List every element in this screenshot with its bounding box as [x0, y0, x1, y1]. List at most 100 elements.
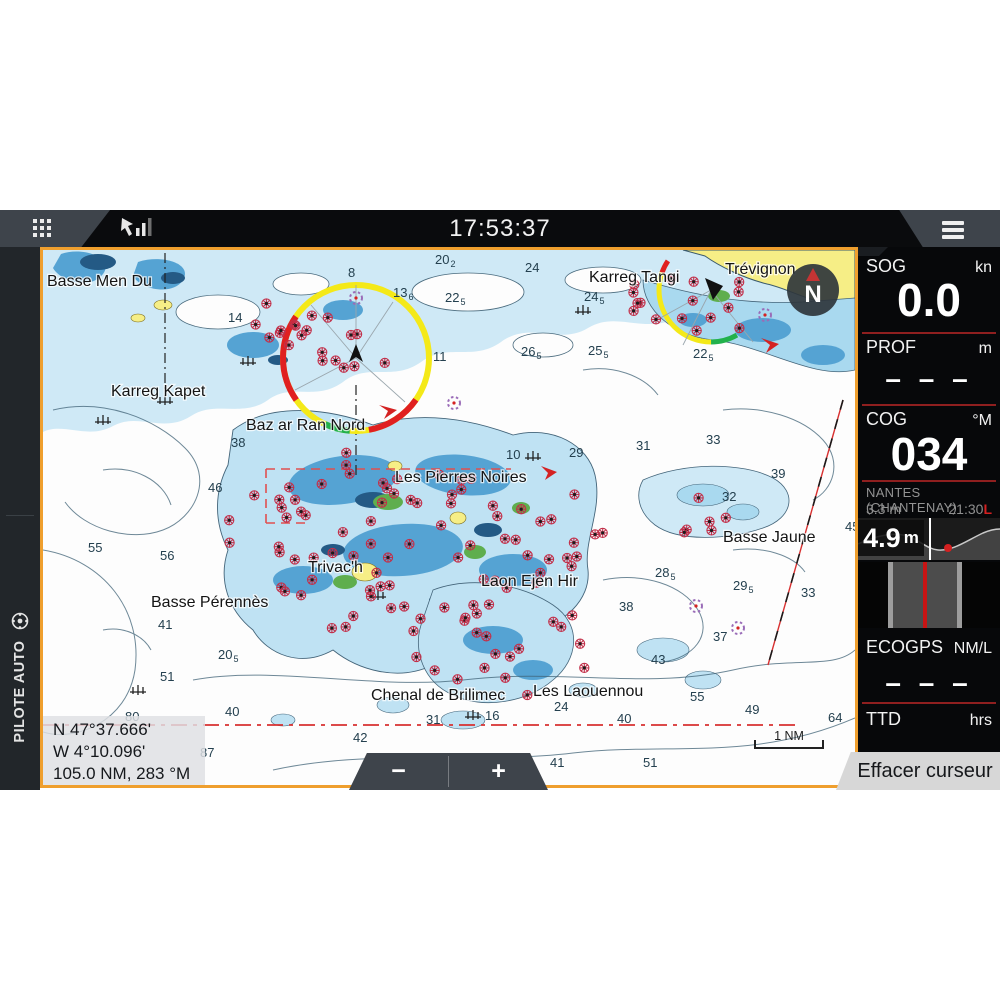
clear-cursor-button[interactable]: Effacer curseur — [836, 752, 1000, 790]
depth-sounding: 37 — [713, 629, 727, 644]
chart-place-labels: Basse Men Du Karreg Tangi Trévignon Karreg … — [46, 260, 817, 706]
eco-row: ECOGPS NM/L — [866, 637, 992, 658]
depth-sounding: 49 — [745, 702, 759, 717]
scale-bar: 1 NM — [754, 729, 824, 749]
zoom-control: − + — [349, 753, 548, 790]
depth-sounding: 29 — [569, 445, 583, 460]
ais-target-icons — [379, 338, 779, 480]
depth-sounding: 31 — [636, 438, 650, 453]
depth-sounding: 64 — [828, 710, 842, 725]
eco-unit: NM/L — [953, 640, 992, 657]
top-status-bar: 17:53:37 — [0, 210, 1000, 247]
place-label: Les Laouennou — [533, 683, 643, 700]
cog-row: COG °M — [866, 409, 992, 430]
tide-current-badge: 4.9 m — [858, 520, 924, 556]
depth-sounding: 38 — [619, 599, 633, 614]
vessel-icon — [349, 344, 363, 362]
place-label: Trivac'h — [308, 559, 363, 576]
tide-info-row: 3.3 m 21:30L — [866, 501, 992, 517]
depth-sounding: 51 — [160, 669, 174, 684]
place-label: Karreg Tangi — [589, 269, 679, 286]
place-label: Karreg Kapet — [111, 383, 206, 400]
zoom-out-button[interactable]: − — [391, 757, 406, 785]
tide-height: 3.3 m — [866, 501, 902, 517]
place-label: Trévignon — [725, 261, 796, 278]
svg-text:1 NM: 1 NM — [774, 729, 804, 743]
depth-unit: m — [978, 340, 992, 357]
depth-label: PROF — [866, 337, 917, 357]
depth-sounding: 55 — [88, 540, 102, 555]
north-indicator[interactable]: N — [787, 264, 839, 316]
tide-current-unit: m — [903, 528, 919, 547]
depth-sounding: 14 — [228, 310, 242, 325]
eco-value: – – – — [885, 667, 973, 698]
eco-gauge-needle — [923, 562, 927, 628]
depth-sounding: 32 — [722, 489, 736, 504]
cursor-lat: N 47°37.666' — [53, 720, 151, 739]
depth-sounding: 41 — [550, 755, 564, 770]
helm-icon — [11, 613, 29, 630]
instrument-panel[interactable]: SOG kn 0.0 PROF m – – – COG °M 034 NANTE… — [857, 247, 1000, 752]
depth-value: – – – — [885, 363, 973, 394]
autopilot-bar-divider — [6, 515, 34, 516]
cog-value: 034 — [890, 428, 968, 480]
cog-unit: °M — [972, 412, 992, 429]
depth-sounding: 40 — [617, 711, 631, 726]
depth-sounding: 42 — [353, 730, 367, 745]
depth-sounding: 46 — [208, 480, 222, 495]
tide-current-height: 4.9 — [863, 522, 901, 553]
autopilot-label: PILOTE AUTO — [12, 640, 28, 743]
place-label: Les Pierres Noires — [395, 469, 527, 486]
ttd-label: TTD — [866, 709, 901, 729]
depth-sounding: 55 — [690, 689, 704, 704]
tide-now-dot — [944, 544, 952, 552]
depth-sounding: 8 — [348, 265, 355, 280]
sog-row: SOG kn — [866, 256, 992, 277]
depth-sounding: 24 — [525, 260, 539, 275]
depth-row: PROF m — [866, 337, 992, 358]
depth-sounding: 41 — [158, 617, 172, 632]
apps-button[interactable] — [0, 210, 110, 247]
eco-gauge — [858, 562, 1000, 628]
place-label: Laon Ejen Hir — [481, 573, 579, 590]
depth-sounding: 33 — [706, 432, 720, 447]
zoom-in-button[interactable]: + — [491, 757, 506, 785]
sog-unit: kn — [975, 259, 992, 276]
cursor-position-box: N 47°37.666' W 4°10.096' 105.0 NM, 283 °… — [43, 716, 205, 785]
depth-sounding: 33 — [801, 585, 815, 600]
tide-flag: L — [983, 501, 992, 517]
vessel-icon-2 — [705, 278, 723, 300]
eco-label: ECOGPS — [866, 637, 944, 657]
ttd-unit: hrs — [969, 712, 992, 729]
place-label: Basse Men Du — [47, 273, 152, 290]
depth-sounding: 45 — [845, 519, 855, 534]
depth-sounding: 24 — [554, 699, 568, 714]
tide-station: NANTES (CHANTENAY) — [866, 485, 958, 515]
autopilot-bar[interactable]: PILOTE AUTO — [0, 247, 40, 790]
place-label: Basse Pérennès — [151, 594, 268, 611]
place-label: Chenal de Brilimec — [371, 687, 505, 704]
place-label: Baz ar Ran Nord — [246, 417, 365, 434]
depth-sounding: 51 — [643, 755, 657, 770]
cursor-lon: W 4°10.096' — [53, 742, 146, 762]
gps-signal-icon — [121, 218, 152, 236]
apps-grid-icon — [33, 219, 51, 237]
ttd-row: TTD hrs — [866, 709, 992, 730]
menu-icon — [942, 221, 964, 242]
mooring-symbols — [349, 291, 772, 635]
cursor-range-bearing: 105.0 NM, 283 °M — [53, 764, 191, 784]
sog-value: 0.0 — [897, 274, 961, 326]
depth-sounding: 11 — [433, 349, 447, 364]
depth-sounding: 40 — [225, 704, 239, 719]
depth-sounding: 43 — [651, 652, 665, 667]
clock: 17:53:37 — [449, 215, 551, 242]
place-label: Basse Jaune — [723, 529, 816, 546]
chart-panel[interactable]: 202 8 24 136 225 245 225 14 265 255 11 33 46 38 31 29 10… — [40, 247, 858, 788]
cog-label: COG — [866, 409, 908, 429]
depth-sounding: 39 — [771, 466, 785, 481]
depth-sounding: 38 — [231, 435, 245, 450]
svg-text:N: N — [804, 281, 821, 308]
